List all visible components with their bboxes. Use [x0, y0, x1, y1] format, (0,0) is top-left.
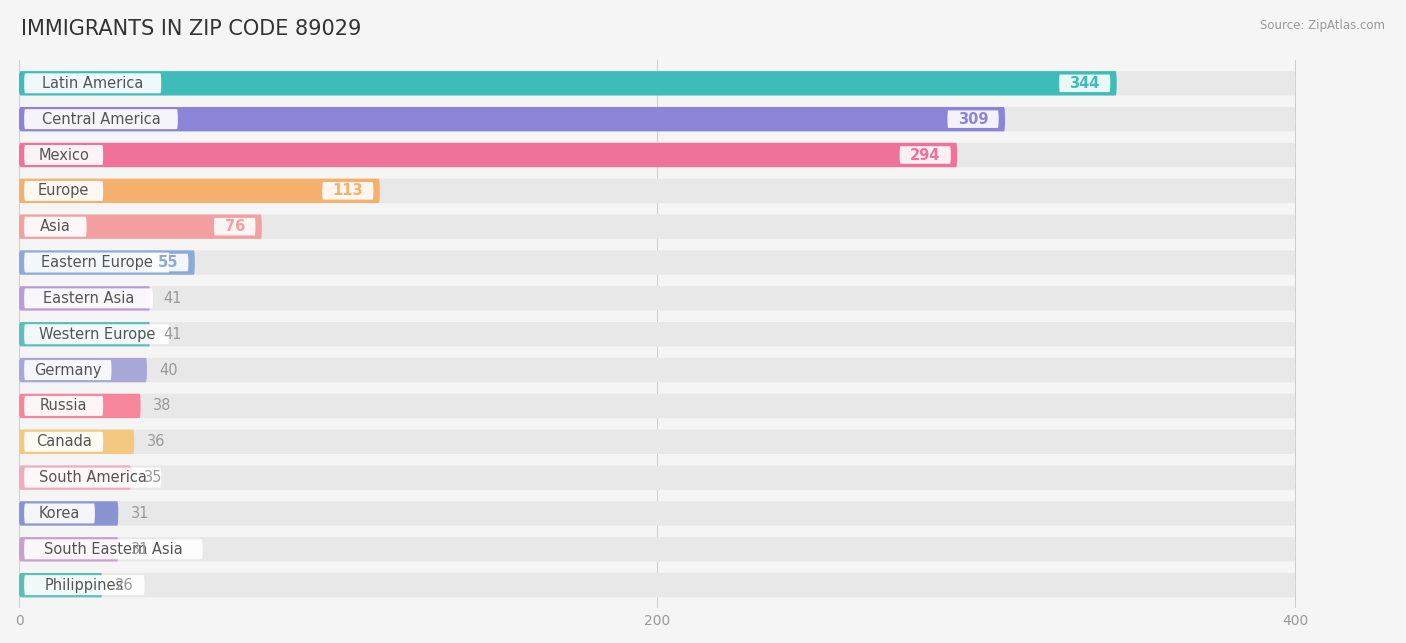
Text: Europe: Europe	[38, 183, 90, 198]
FancyBboxPatch shape	[20, 466, 131, 490]
FancyBboxPatch shape	[20, 573, 1295, 597]
Text: 36: 36	[148, 434, 166, 449]
FancyBboxPatch shape	[24, 539, 202, 559]
Text: 309: 309	[957, 112, 988, 127]
FancyBboxPatch shape	[20, 215, 1295, 239]
FancyBboxPatch shape	[24, 503, 94, 523]
FancyBboxPatch shape	[20, 250, 195, 275]
FancyBboxPatch shape	[322, 182, 374, 199]
Text: 40: 40	[160, 363, 179, 377]
Text: 76: 76	[225, 219, 245, 234]
FancyBboxPatch shape	[20, 322, 150, 347]
FancyBboxPatch shape	[24, 109, 177, 129]
Text: 31: 31	[131, 506, 149, 521]
FancyBboxPatch shape	[20, 537, 118, 561]
Text: Eastern Asia: Eastern Asia	[42, 291, 134, 306]
Text: Eastern Europe: Eastern Europe	[41, 255, 153, 270]
Circle shape	[20, 181, 21, 201]
FancyBboxPatch shape	[24, 324, 170, 344]
FancyBboxPatch shape	[24, 73, 162, 93]
Circle shape	[20, 467, 21, 488]
Text: Asia: Asia	[39, 219, 70, 234]
Text: Philippines: Philippines	[45, 577, 124, 593]
FancyBboxPatch shape	[900, 146, 950, 164]
FancyBboxPatch shape	[24, 396, 103, 416]
FancyBboxPatch shape	[24, 575, 145, 595]
FancyBboxPatch shape	[24, 431, 103, 452]
Circle shape	[20, 575, 21, 595]
Circle shape	[20, 539, 21, 559]
FancyBboxPatch shape	[20, 430, 134, 454]
Text: South America: South America	[39, 470, 146, 485]
FancyBboxPatch shape	[24, 217, 87, 237]
FancyBboxPatch shape	[20, 179, 380, 203]
Circle shape	[20, 252, 21, 273]
FancyBboxPatch shape	[20, 502, 1295, 525]
Text: IMMIGRANTS IN ZIP CODE 89029: IMMIGRANTS IN ZIP CODE 89029	[21, 19, 361, 39]
Text: 41: 41	[163, 327, 181, 341]
Circle shape	[20, 503, 21, 523]
FancyBboxPatch shape	[948, 111, 998, 128]
FancyBboxPatch shape	[20, 537, 1295, 561]
Text: 41: 41	[163, 291, 181, 306]
FancyBboxPatch shape	[20, 573, 103, 597]
Circle shape	[20, 217, 21, 237]
FancyBboxPatch shape	[24, 181, 103, 201]
FancyBboxPatch shape	[20, 394, 141, 418]
Text: Germany: Germany	[34, 363, 101, 377]
Text: 55: 55	[157, 255, 179, 270]
Circle shape	[20, 431, 21, 452]
Text: 31: 31	[131, 542, 149, 557]
Text: Western Europe: Western Europe	[38, 327, 155, 341]
Text: Central America: Central America	[42, 112, 160, 127]
FancyBboxPatch shape	[20, 143, 957, 167]
FancyBboxPatch shape	[24, 253, 170, 273]
FancyBboxPatch shape	[20, 143, 1295, 167]
FancyBboxPatch shape	[24, 289, 153, 309]
FancyBboxPatch shape	[20, 502, 118, 525]
FancyBboxPatch shape	[20, 71, 1116, 96]
FancyBboxPatch shape	[20, 394, 1295, 418]
Text: Source: ZipAtlas.com: Source: ZipAtlas.com	[1260, 19, 1385, 32]
FancyBboxPatch shape	[20, 107, 1295, 131]
FancyBboxPatch shape	[214, 218, 256, 235]
FancyBboxPatch shape	[20, 250, 1295, 275]
FancyBboxPatch shape	[20, 215, 262, 239]
Text: 344: 344	[1070, 76, 1099, 91]
Circle shape	[20, 324, 21, 345]
Text: 35: 35	[143, 470, 162, 485]
FancyBboxPatch shape	[20, 286, 1295, 311]
Text: Latin America: Latin America	[42, 76, 143, 91]
FancyBboxPatch shape	[1059, 75, 1111, 92]
Text: Russia: Russia	[39, 399, 87, 413]
Text: 38: 38	[153, 399, 172, 413]
FancyBboxPatch shape	[20, 107, 1005, 131]
FancyBboxPatch shape	[24, 360, 111, 380]
FancyBboxPatch shape	[20, 286, 150, 311]
Text: Korea: Korea	[39, 506, 80, 521]
Circle shape	[20, 73, 21, 93]
Circle shape	[20, 145, 21, 165]
Circle shape	[20, 109, 21, 129]
FancyBboxPatch shape	[24, 145, 103, 165]
Text: 294: 294	[910, 147, 941, 163]
FancyBboxPatch shape	[20, 358, 148, 382]
FancyBboxPatch shape	[24, 467, 162, 487]
FancyBboxPatch shape	[20, 179, 1295, 203]
FancyBboxPatch shape	[20, 71, 1295, 96]
Text: Mexico: Mexico	[38, 147, 89, 163]
Text: South Eastern Asia: South Eastern Asia	[44, 542, 183, 557]
Text: 113: 113	[333, 183, 363, 198]
Circle shape	[20, 288, 21, 309]
Circle shape	[20, 360, 21, 380]
Text: Canada: Canada	[35, 434, 91, 449]
Text: 26: 26	[115, 577, 134, 593]
FancyBboxPatch shape	[20, 358, 1295, 382]
FancyBboxPatch shape	[20, 430, 1295, 454]
FancyBboxPatch shape	[148, 254, 188, 271]
FancyBboxPatch shape	[20, 322, 1295, 347]
FancyBboxPatch shape	[20, 466, 1295, 490]
Circle shape	[20, 395, 21, 416]
